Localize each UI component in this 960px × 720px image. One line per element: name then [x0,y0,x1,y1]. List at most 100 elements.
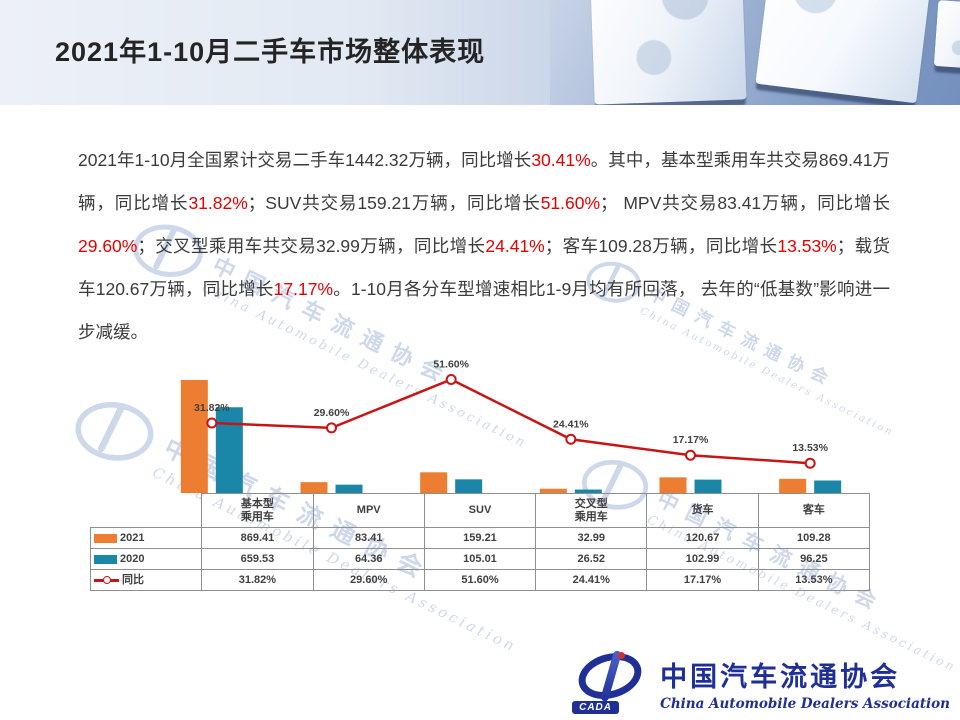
bar-2021-交叉型乘用车 [539,488,567,493]
bar-2021-客车 [779,478,807,493]
yoy-marker [685,449,696,461]
org-name-cn: 中国汽车流通协会 [660,661,901,693]
chart-plot-area: 31.82% 29.60% 51.60% 24.41% 17.17% 13.53% [180,358,842,493]
legend-swatch-2021 [94,533,117,543]
paragraph-text: ；载货车120.67万辆，同比增长 [78,236,890,299]
value-cell: 102.99 [646,548,759,570]
category-header-cell: SUV [423,493,537,528]
legend-cell: 同比 [89,569,203,591]
legend-key: 2020 [91,553,201,566]
bar-2021-SUV [420,472,448,493]
table-row: 2020 659.53 64.36 105.01 26.52 102.99 96.25 [89,548,871,570]
logo-badge: CADA [572,701,619,714]
cada-logo-icon: CADA [572,646,650,714]
value-cell: 109.28 [757,527,871,549]
value-cell: 32.99 [535,527,648,549]
value-cell: 159.21 [423,527,537,549]
legend-label: 2021 [120,531,145,544]
yoy-data-label: 29.60% [314,407,350,419]
value-cell: 105.01 [423,548,537,570]
legend-line-marker [94,576,119,584]
value-cell: 83.41 [312,527,425,549]
value-cell: 869.41 [201,527,314,549]
yoy-data-label: 24.41% [553,418,589,430]
table-row: 同比 31.82% 29.60% 51.60% 24.41% 17.17% 13.53% [89,569,871,591]
highlight-value: 51.60% [540,193,601,213]
bar-2020-客车 [814,480,842,493]
bar-2021-货车 [659,477,687,493]
legend-key: 同比 [91,574,201,587]
value-cell: 13.53% [757,569,871,591]
table-corner-cell [90,493,203,528]
summary-paragraph: 2021年1-10月全国累计交易二手车1442.32万辆，同比增长30.41%。… [78,139,890,354]
yoy-data-label: 31.82% [194,402,230,414]
legend-line-dot [102,576,111,584]
bar-2021-基本型乘用车 [180,379,208,493]
yoy-data-label: 51.60% [433,358,469,370]
highlight-value: 31.82% [188,193,248,213]
category-header-cell: 基本型 乘用车 [201,493,314,528]
bar-2020-货车 [694,479,722,493]
paragraph-text: ； MPV共交易83.41万辆，同比增长 [600,193,890,213]
value-cell: 96.25 [757,548,871,570]
value-cell: 120.67 [646,527,759,549]
paragraph-text: ；客车109.28万辆，同比增长 [544,236,778,256]
legend-label: 同比 [122,573,144,586]
value-cell: 31.82% [201,569,314,591]
legend-cell: 2020 [89,548,203,570]
category-header-cell: 交叉型 乘用车 [535,493,648,528]
legend-label: 2020 [120,552,145,565]
combo-chart: 31.82% 29.60% 51.60% 24.41% 17.17% 13.53% 基本型… [89,350,871,591]
highlight-value: 29.60% [78,236,138,256]
bar-2020-基本型乘用车 [215,407,243,493]
yoy-marker [206,417,218,429]
globe-cube-icon [755,0,935,104]
value-cell: 29.60% [312,569,425,591]
yoy-marker [445,373,457,385]
highlight-value: 13.53% [777,236,837,256]
value-cell: 26.52 [535,548,648,570]
category-header-cell: 客车 [757,493,871,528]
bar-2020-SUV [455,479,483,493]
category-header-cell: MPV [312,493,425,528]
table-row: 2021 869.41 83.41 159.21 32.99 120.67 109.28 [89,527,871,549]
globe-cube-icon [589,0,747,105]
globe-cube-icon [933,0,960,71]
highlight-value: 30.41% [531,150,591,170]
cada-logo: CADA 中国汽车流通协会 China Automobile Dealers A… [572,646,950,714]
paragraph-text: 。1-10月各分车型增速相比1-9月均有所回落， 去年的“低基数”影响进一步减缓… [78,279,890,342]
yoy-marker [326,422,337,434]
chart-data-table: 基本型 乘用车 MPV SUV 交叉型 乘用车 货车 客车 2021 869.41 83.41 1… [89,493,871,591]
bar-2020-交叉型乘用车 [574,489,602,493]
org-name-en: China Automobile Dealers Association [660,695,950,712]
yoy-marker [804,457,816,469]
paragraph-text: 。其中，基本型乘用车共交易869.41万辆，同比增长 [78,150,890,213]
highlight-value: 24.41% [485,236,545,256]
header-banner: 2021年1-10月二手车市场整体表现 [0,0,960,105]
value-cell: 659.53 [201,548,314,570]
legend-swatch-2020 [94,554,117,564]
category-header-cell: 货车 [646,493,759,528]
banner-cubes-art [550,0,960,105]
yoy-marker [565,433,577,445]
table-row: 基本型 乘用车 MPV SUV 交叉型 乘用车 货车 客车 [90,493,871,528]
yoy-data-label: 13.53% [792,442,828,454]
highlight-value: 17.17% [273,279,334,299]
paragraph-text: ；SUV共交易159.21万辆，同比增长 [247,193,541,213]
legend-cell: 2021 [89,527,203,549]
paragraph-text: 2021年1-10月全国累计交易二手车1442.32万辆，同比增长 [78,150,532,170]
legend-key: 2021 [91,532,201,545]
value-cell: 51.60% [423,569,537,591]
value-cell: 17.17% [646,569,759,591]
yoy-line [211,378,811,465]
page-title: 2021年1-10月二手车市场整体表现 [55,37,486,67]
yoy-data-label: 17.17% [673,434,709,446]
value-cell: 64.36 [312,548,425,570]
bar-2021-MPV [300,482,328,493]
logo-dot-icon [618,652,626,659]
value-cell: 24.41% [535,569,648,591]
logo-text: 中国汽车流通协会 China Automobile Dealers Associ… [660,655,950,712]
paragraph-text: ；交叉型乘用车共交易32.99万辆，同比增长 [137,236,486,256]
bar-2020-MPV [335,484,363,493]
